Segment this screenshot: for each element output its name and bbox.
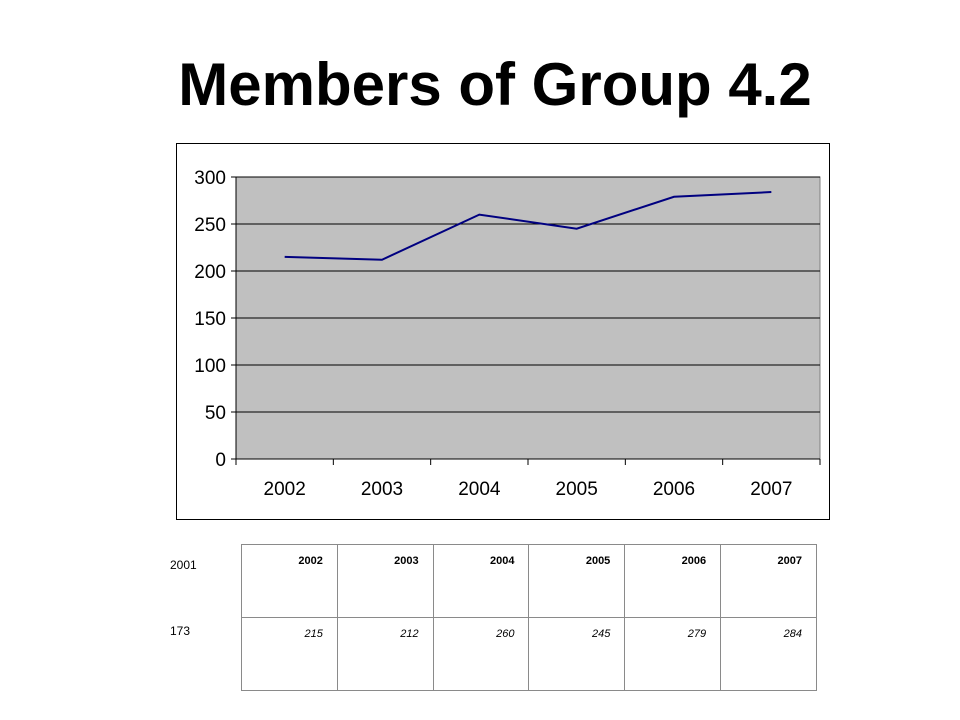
table-value-cell: 245 — [528, 617, 626, 691]
table-value-cell: 215 — [241, 617, 338, 691]
y-tick-label: 300 — [194, 168, 226, 189]
x-tick-label: 2005 — [556, 479, 598, 500]
table-value-cell: 284 — [720, 617, 817, 691]
table-header-cell: 2003 — [336, 544, 434, 618]
y-tick-label: 50 — [205, 403, 226, 424]
x-tick-label: 2007 — [750, 479, 792, 500]
x-tick-label: 2003 — [361, 479, 403, 500]
table-header-cell: 2005 — [528, 544, 626, 618]
y-tick-label: 200 — [194, 262, 226, 283]
series-line — [284, 191, 772, 261]
table-value-cell: 212 — [336, 617, 434, 691]
table-header-cell: 2004 — [432, 544, 530, 618]
side-year-label: 2001 — [170, 558, 197, 572]
table-value-row: 215 212 260 245 279 284 — [241, 617, 817, 691]
table-header-cell: 2007 — [720, 544, 817, 618]
x-tick-label: 2006 — [653, 479, 695, 500]
data-table: 2002 2003 2004 2005 2006 2007 215 212 26… — [241, 544, 817, 691]
chart-frame: 0 50 100 150 200 250 300 2002 2003 2004 2005 2006 20… — [176, 143, 830, 520]
line-chart: 0 50 100 150 200 250 300 2002 2003 2004 2005 2006 20… — [194, 168, 821, 500]
x-tick-label: 2004 — [458, 479, 501, 500]
table-value-cell: 279 — [624, 617, 722, 691]
y-tick-label: 100 — [194, 356, 226, 377]
y-tick-label: 150 — [194, 309, 226, 330]
table-header-cell: 2002 — [241, 544, 338, 618]
table-header-row: 2002 2003 2004 2005 2006 2007 — [241, 544, 817, 618]
slide-title: Members of Group 4.2 — [178, 51, 812, 118]
table-header-cell: 2006 — [624, 544, 722, 618]
x-tick-label: 2002 — [264, 479, 306, 500]
table-value-cell: 260 — [432, 617, 530, 691]
y-tick-label: 250 — [194, 215, 226, 236]
side-value-label: 173 — [170, 624, 191, 638]
y-tick-label: 0 — [215, 450, 226, 471]
